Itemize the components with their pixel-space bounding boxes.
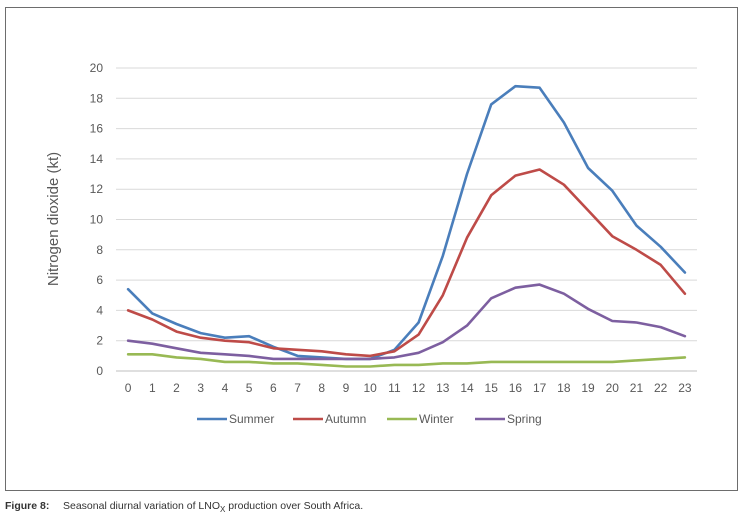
y-tick-label: 12 xyxy=(90,182,104,196)
legend-label-autumn: Autumn xyxy=(325,412,366,426)
legend: Summer Autumn Winter Spring xyxy=(197,412,542,426)
x-tick-label: 10 xyxy=(364,381,378,395)
caption-text-after: production over South Africa. xyxy=(225,500,364,512)
x-tick-label: 16 xyxy=(509,381,523,395)
x-tick-label: 5 xyxy=(246,381,253,395)
x-tick-label: 21 xyxy=(630,381,644,395)
x-tick-label: 8 xyxy=(318,381,325,395)
x-tick-label: 19 xyxy=(581,381,595,395)
series-lines xyxy=(126,84,687,368)
series-line-winter xyxy=(126,352,687,368)
y-tick-label: 8 xyxy=(96,243,103,257)
gridlines xyxy=(116,67,697,342)
x-tick-label: 20 xyxy=(606,381,620,395)
x-tick-label: 9 xyxy=(343,381,350,395)
x-tick-label: 13 xyxy=(436,381,450,395)
series-line-autumn xyxy=(126,168,687,358)
y-tick-label: 20 xyxy=(90,61,104,75)
series-line-spring xyxy=(126,283,687,361)
x-tick-label: 6 xyxy=(270,381,277,395)
x-tick-label: 7 xyxy=(294,381,301,395)
x-tick-label: 23 xyxy=(678,381,692,395)
legend-label-winter: Winter xyxy=(419,412,454,426)
x-tick-label: 17 xyxy=(533,381,547,395)
y-tick-label: 14 xyxy=(90,152,104,166)
caption-label: Figure 8: xyxy=(5,500,50,512)
y-tick-label: 4 xyxy=(96,303,103,317)
y-tick-label: 0 xyxy=(96,364,103,378)
y-tick-label: 2 xyxy=(96,334,103,348)
x-tick-label: 2 xyxy=(173,381,180,395)
legend-label-summer: Summer xyxy=(229,412,274,426)
y-tick-label: 16 xyxy=(90,122,104,136)
figure-caption: Figure 8: Seasonal diurnal variation of L… xyxy=(5,500,739,514)
x-tick-label: 4 xyxy=(222,381,229,395)
y-tick-label: 6 xyxy=(96,273,103,287)
x-tick-label: 14 xyxy=(460,381,474,395)
x-tick-label: 15 xyxy=(485,381,499,395)
caption-subscript: X xyxy=(220,505,226,515)
x-tick-label: 1 xyxy=(149,381,156,395)
caption-text-before: Seasonal diurnal variation of LNO xyxy=(63,500,221,512)
figure-frame xyxy=(5,7,738,491)
x-tick-label: 11 xyxy=(388,381,401,395)
x-tick-label: 0 xyxy=(125,381,132,395)
y-tick-label: 18 xyxy=(90,91,104,105)
x-tick-label: 12 xyxy=(412,381,426,395)
x-tick-label: 3 xyxy=(197,381,204,395)
y-axis-title: Nitrogen dioxide (kt) xyxy=(45,152,62,286)
x-tick-label: 22 xyxy=(654,381,668,395)
x-tick-label: 18 xyxy=(557,381,571,395)
series-line-summer xyxy=(126,84,687,361)
legend-label-spring: Spring xyxy=(507,412,542,426)
y-tick-label: 10 xyxy=(90,213,104,227)
